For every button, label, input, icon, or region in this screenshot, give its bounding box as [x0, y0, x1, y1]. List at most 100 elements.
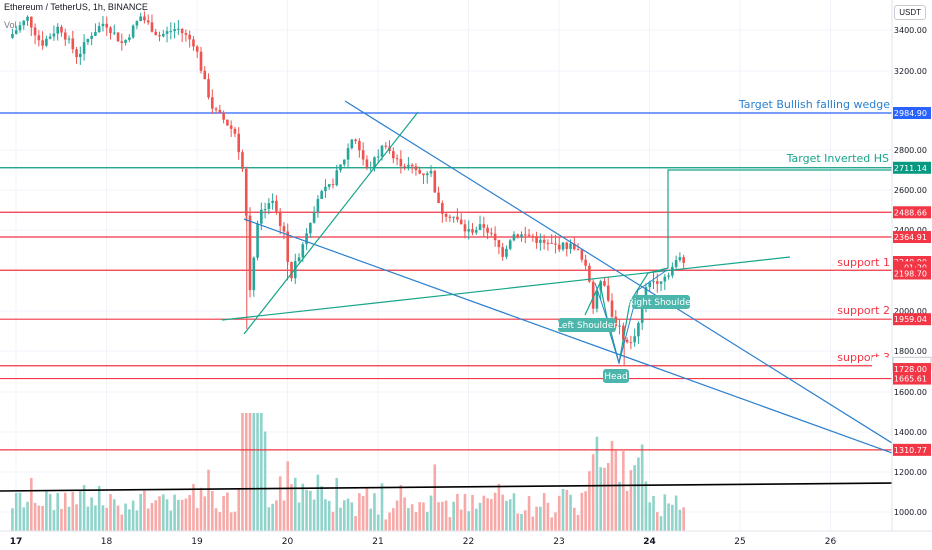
price-tag-res[interactable]: 1310.77: [893, 443, 931, 456]
target-bullish-label[interactable]: Target Bullish falling wedge: [738, 98, 890, 111]
support-2-label[interactable]: support 2: [837, 304, 890, 317]
candle-body: [165, 31, 169, 34]
candle-body: [369, 167, 372, 169]
candle-body: [527, 234, 531, 236]
left-shoulder-label-bubble[interactable]: [558, 318, 616, 332]
volume-bar: [195, 508, 199, 531]
candle-body: [180, 28, 184, 34]
volume-bar: [188, 495, 191, 531]
volume-bar: [471, 494, 474, 531]
candle-body: [342, 159, 346, 165]
volume-bar: [169, 510, 173, 531]
price-tag-target-hs[interactable]: 2711.14: [893, 161, 931, 174]
candle-body: [448, 216, 452, 218]
candle-body: [233, 128, 237, 134]
volume-bar: [128, 509, 131, 531]
price-tick-label: 1000.00: [894, 508, 927, 517]
head-label-bubble[interactable]: [603, 369, 629, 383]
price-tag-box: [893, 313, 931, 326]
price-tick-label: 3400.00: [894, 26, 927, 35]
volume-bar: [554, 512, 557, 531]
candle-body: [293, 261, 297, 279]
candle-body: [546, 242, 550, 244]
volume-bar: [260, 413, 263, 531]
price-tag-text: 2364.91: [894, 233, 927, 242]
candle-body: [18, 25, 22, 31]
candle-body: [478, 224, 482, 231]
right-shoulder-label-bubble[interactable]: [632, 295, 690, 309]
time-axis[interactable]: 17 18 19 20 21 22 23 24 25 26: [0, 530, 932, 550]
volume-bar: [158, 496, 161, 531]
candle-body: [120, 41, 124, 43]
price-tag-support1[interactable]: 2198.70: [893, 267, 931, 280]
candle-body: [45, 38, 48, 46]
volume-trend-line[interactable]: [0, 482, 893, 492]
candle-body: [346, 148, 350, 160]
candle-body: [361, 150, 365, 160]
candle-body: [199, 51, 203, 71]
wedge-upper-line[interactable]: [344, 100, 893, 444]
volume-bar: [490, 499, 493, 531]
candle-body: [637, 322, 640, 337]
candle-body: [26, 16, 29, 21]
volume-bar: [512, 493, 516, 531]
candle-body: [82, 42, 86, 54]
price-tag-support2[interactable]: 1959.04: [893, 313, 931, 326]
candle-body: [312, 211, 316, 223]
hs-pattern-path[interactable]: [594, 269, 668, 365]
currency-button[interactable]: USDT: [894, 5, 926, 20]
price-tag-support3[interactable]: 1728.00: [893, 363, 931, 376]
price-tick-label: 2800.00: [894, 146, 927, 155]
price-tag-res[interactable]: 2364.91: [893, 231, 931, 244]
candle-body: [244, 168, 248, 216]
volume-bar: [448, 517, 452, 531]
rising-support-line[interactable]: [243, 111, 419, 335]
price-tag-box: [893, 206, 931, 219]
volume-bar: [48, 494, 52, 531]
volume-bar: [165, 499, 169, 531]
symbol-header[interactable]: Ethereum / TetherUS, 1h, BINANCE: [4, 2, 148, 12]
volume-bar: [467, 511, 471, 531]
volume-bar: [271, 503, 274, 531]
target-hs-label[interactable]: Target Inverted HS: [786, 152, 889, 165]
price-tick-label: 1400.00: [894, 428, 927, 437]
candle-body: [90, 35, 93, 39]
volume-bar: [550, 517, 553, 531]
hs-target-projection[interactable]: [584, 169, 892, 364]
volume-bar: [184, 498, 188, 531]
candle-body: [195, 46, 199, 52]
candle-body: [177, 28, 180, 30]
volume-bar: [531, 516, 535, 531]
price-axis[interactable]: 3400.003200.002800.002600.002400.002200.…: [872, 0, 932, 550]
volume-bar: [226, 492, 229, 531]
volume-bar: [233, 511, 237, 531]
volume-bar: [667, 503, 670, 531]
price-tag-res[interactable]: 2488.66: [893, 206, 931, 219]
wedge-lower-line[interactable]: [243, 218, 893, 454]
price-tick-label: 1600.00: [894, 388, 927, 397]
volume-bar: [603, 467, 606, 531]
candle-body: [493, 233, 497, 241]
volume-bar: [350, 502, 354, 531]
volume-bar: [452, 501, 455, 531]
support-1-label[interactable]: support 1: [837, 256, 890, 269]
neckline[interactable]: [221, 256, 791, 321]
price-tag-box: [893, 363, 931, 376]
volume-bar: [150, 503, 154, 531]
volume-bar: [542, 493, 546, 531]
candle-body: [33, 27, 37, 36]
candle-body: [109, 27, 112, 34]
volume-bar: [644, 481, 648, 531]
volume-bar: [614, 450, 618, 531]
volume-bar: [97, 485, 101, 531]
candle-body: [150, 22, 154, 32]
volume-bar: [124, 503, 127, 531]
volume-bar: [520, 513, 523, 531]
price-tag-target-bullish[interactable]: 2984.90: [893, 107, 931, 120]
volume-bar: [418, 502, 422, 531]
time-tick-label: 24: [643, 537, 656, 547]
volume-bar: [640, 444, 644, 531]
price-tag-res[interactable]: 1665.61: [893, 372, 931, 385]
volume-bar: [659, 516, 663, 531]
